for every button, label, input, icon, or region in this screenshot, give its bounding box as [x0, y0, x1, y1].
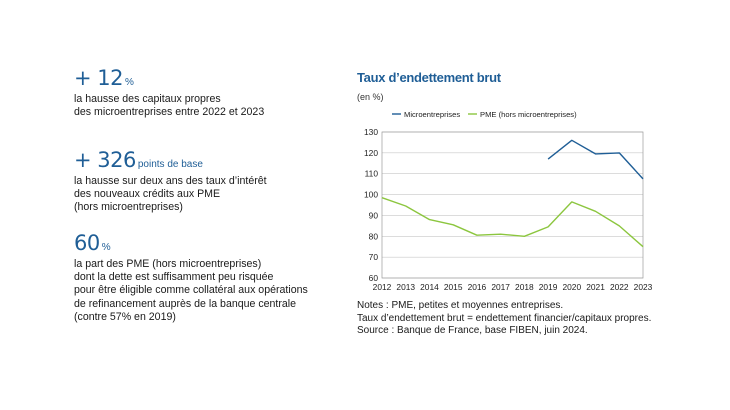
y-tick-label: 80: [369, 231, 379, 241]
kpi-description: la hausse des capitaux propres des micro…: [74, 93, 364, 119]
legend-label: PME (hors microentreprises): [480, 110, 577, 119]
y-tick-label: 90: [369, 210, 379, 220]
kpi-value: 60: [74, 231, 100, 255]
y-tick-label: 70: [369, 252, 379, 262]
x-tick-label: 2013: [396, 282, 415, 292]
kpi-headline: + 12%: [74, 68, 364, 89]
kpi-unit: %: [125, 77, 134, 88]
x-tick-label: 2023: [634, 282, 653, 292]
chart-axes: 60 70 80 90 100 110 120 130 2012 2013 2014 2015 2016…: [364, 127, 653, 292]
x-tick-label: 2022: [610, 282, 629, 292]
series-line-0: [547, 139, 644, 180]
y-tick-label: 60: [369, 273, 379, 283]
x-tick-label: 2016: [468, 282, 487, 292]
kpi-desc-line: la hausse sur deux ans des taux d’intérê…: [74, 175, 267, 187]
kpi-desc-line: pour être éligible comme collatéral aux …: [74, 284, 308, 297]
kpi-desc-line: la part des PME (hors microentreprises): [74, 258, 262, 270]
kpi-unit: points de base: [137, 159, 203, 170]
legend-label: Microentreprises: [404, 110, 460, 119]
kpi-desc-line: la hausse des capitaux propres: [74, 93, 221, 105]
x-tick-label: 2018: [515, 282, 534, 292]
y-tick-label: 130: [364, 127, 378, 137]
kpi-value: + 326: [74, 148, 136, 172]
kpi-value: + 12: [74, 66, 124, 90]
kpi-description: la hausse sur deux ans des taux d’intérê…: [74, 175, 364, 215]
chart-legend: Microentreprises PME (hors microentrepris…: [392, 110, 577, 119]
note-line: Source : Banque de France, base FIBEN, j…: [357, 325, 588, 337]
kpi-desc-line: dont la dette est suffisamment peu risqu…: [74, 271, 274, 284]
kpi-unit: %: [101, 242, 111, 253]
x-tick-label: 2014: [420, 282, 439, 292]
y-tick-label: 100: [364, 190, 378, 200]
kpi-desc-line: (contre 57% en 2019): [74, 310, 176, 323]
kpi-equity-growth: + 12% la hausse des capitaux propres des…: [74, 68, 364, 119]
kpi-desc-line: des nouveaux crédits aux PME: [74, 188, 221, 201]
chart-title: Taux d’endettement brut: [357, 70, 501, 85]
kpi-desc-line: (hors microentreprises): [74, 201, 183, 214]
kpi-desc-line: de refinancement auprès de la banque cen…: [74, 297, 297, 310]
kpi-headline: + 326 points de base: [74, 150, 364, 171]
chart-notes: Notes : PME, petites et moyennes entrepr…: [357, 300, 651, 338]
kpi-interest-rate-rise: + 326 points de base la hausse sur deux a…: [74, 150, 364, 215]
kpi-collateral-share: 60% la part des PME (hors microentrepris…: [74, 233, 364, 324]
x-tick-label: 2020: [562, 282, 581, 292]
plot-frame: [381, 131, 644, 279]
kpi-description: la part des PME (hors microentreprises) …: [74, 258, 364, 324]
y-tick-label: 110: [365, 169, 379, 179]
x-tick-label: 2021: [586, 282, 605, 292]
note-line: Taux d’endettement brut = endettement fi…: [357, 312, 652, 324]
x-tick-label: 2015: [444, 282, 463, 292]
y-tick-label: 120: [364, 148, 378, 158]
x-tick-label: 2019: [539, 282, 558, 292]
series-line-1: [381, 197, 644, 248]
x-tick-label: 2017: [491, 282, 510, 292]
kpi-desc-line: des microentreprises entre 2022 et 2023: [74, 106, 265, 119]
note-line: Notes : PME, petites et moyennes entrepr…: [357, 300, 564, 311]
chart-series: [381, 139, 644, 248]
debt-ratio-chart: Microentreprises PME (hors microentrepris…: [364, 110, 653, 292]
x-tick-label: 2012: [373, 282, 392, 292]
chart-unit-label: (en %): [357, 92, 384, 102]
kpi-headline: 60%: [74, 233, 364, 254]
